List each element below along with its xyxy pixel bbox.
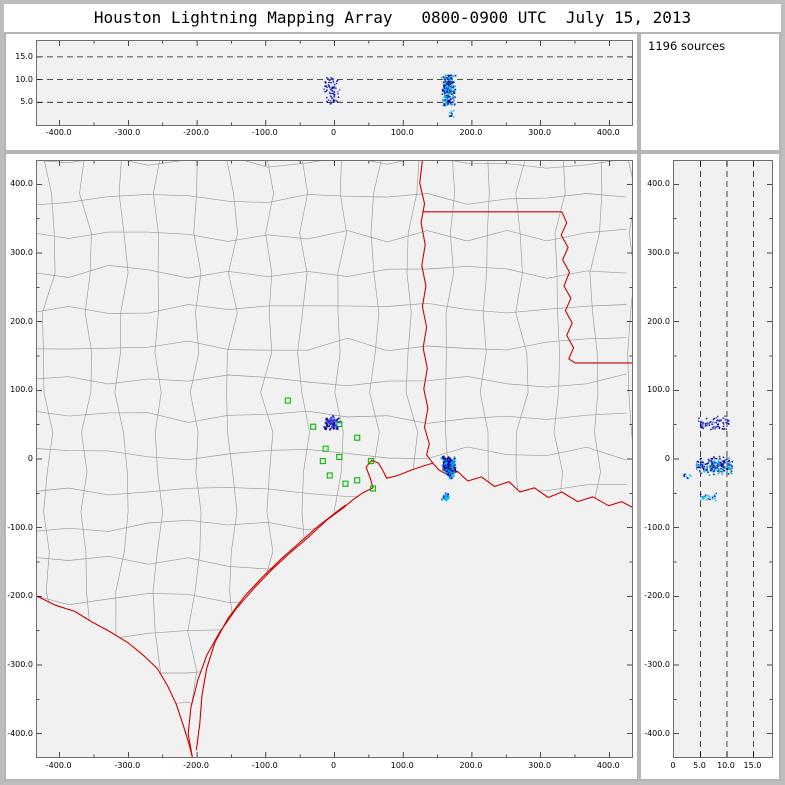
map-ns-tick-label: -200.0 [7,591,33,601]
ew-panel-distance-tick-label: -100.0 [251,128,278,137]
map-ns-tick-label: 200.0 [10,316,33,326]
ns-panel-altitude-tick-label: 5.0 [693,761,706,770]
ew-panel-altitude-tick-label: 10.0 [15,74,33,84]
ew-panel-distance-tick-label: -300.0 [114,128,141,137]
ns-panel-distance-tick-label: -100.0 [644,522,670,532]
ew-panel-distance-tick-label: -400.0 [45,128,72,137]
ns-panel-altitude-zero-label: 0 [670,761,676,770]
source-count-label: 1196 sources [648,39,726,53]
ns-panel-distance-tick-label: -200.0 [644,591,670,601]
ns-panel-distance-tick-label: 300.0 [647,248,670,257]
map-ew-tick-label: 300.0 [528,761,552,770]
map-scatter [37,161,632,757]
ew-panel-altitude-tick-label: 5.0 [20,97,33,107]
ns-panel-distance-tick-label: -300.0 [644,659,670,669]
ns-panel-distance-tick-label: 400.0 [647,179,670,189]
ew-panel-distance-tick-label: 400.0 [596,128,620,137]
map-ns-tick-label: 100.0 [10,385,33,395]
map-ns-tick-label: -300.0 [7,659,33,669]
ns-panel-distance-tick-label: -400.0 [644,728,670,738]
ew-altitude-plot [36,40,633,126]
ew-panel-distance-tick-label: -200.0 [183,128,209,137]
ns-panel-distance-tick-label: 200.0 [647,316,670,326]
map-ew-tick-label: 200.0 [459,761,483,770]
ew-panel-altitude-tick-label: 15.0 [15,51,33,61]
source-count-panel: 1196 sources [639,32,781,152]
ew-altitude-scatter [37,41,632,125]
map-ew-tick-label: -100.0 [251,761,278,770]
map-ew-tick-label: 400.0 [596,761,620,770]
map-plot [36,160,633,758]
map-ew-tick-label: -400.0 [45,761,72,770]
ns-panel-altitude-tick-label: 15.0 [743,761,762,770]
ew-panel-distance-tick-label: 200.0 [459,128,483,137]
ns-panel-altitude-tick-label: 10.0 [717,761,735,770]
ns-altitude-scatter [674,161,772,757]
map-ns-tick-label: 0 [27,454,33,463]
ns-panel-distance-tick-label: 0 [664,454,670,463]
map-ns-tick-label: 300.0 [10,248,33,257]
ew-panel-distance-tick-label: 300.0 [528,128,552,137]
map-ns-tick-label: 400.0 [10,179,33,189]
map-ns-tick-label: -400.0 [7,728,33,738]
map-ew-tick-label: 0 [330,761,337,770]
map-ew-tick-label: -200.0 [183,761,209,770]
map-ew-tick-label: 100.0 [390,761,414,770]
page-title: Houston Lightning Mapping Array 0800-090… [93,8,692,27]
map-ew-tick-label: -300.0 [114,761,141,770]
ns-altitude-plot [673,160,773,758]
map-ns-tick-label: -100.0 [7,522,33,532]
ns-panel-distance-tick-label: 100.0 [647,385,670,395]
ew-altitude-panel: 5.0 10.0 15.0 -400.0 -300.0 -200.0 -100.0 0 100.… [4,32,639,152]
ns-altitude-panel: 400.0 300.0 200.0 100.0 0 -100.0 -200.0 -300.0 -… [639,152,781,781]
map-panel: 400.0 300.0 200.0 100.0 0 -100.0 -200.0 -300.0 -… [4,152,639,781]
ew-panel-distance-tick-label: 0 [330,128,337,137]
ew-panel-distance-tick-label: 100.0 [390,128,414,137]
